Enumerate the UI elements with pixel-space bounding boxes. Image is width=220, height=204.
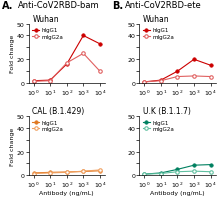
Text: Wuhan: Wuhan [143, 15, 170, 24]
Text: CAL (B.1.429): CAL (B.1.429) [32, 106, 85, 115]
Text: U.K (B.1.1.7): U.K (B.1.1.7) [143, 106, 191, 115]
Legend: hIgG1, mIgG2a: hIgG1, mIgG2a [142, 119, 175, 132]
Legend: hIgG1, mIgG2a: hIgG1, mIgG2a [31, 119, 64, 132]
Text: Wuhan: Wuhan [32, 15, 59, 24]
Text: Anti-CoV2RBD-ete: Anti-CoV2RBD-ete [125, 1, 202, 10]
Text: B.: B. [112, 1, 123, 11]
X-axis label: Antibody (ng/mL): Antibody (ng/mL) [39, 190, 94, 195]
Legend: hIgG1, mIgG2a: hIgG1, mIgG2a [31, 27, 64, 41]
Text: A.: A. [2, 1, 14, 11]
Text: Anti-CoV2RBD-bam: Anti-CoV2RBD-bam [18, 1, 99, 10]
Y-axis label: Fold change: Fold change [10, 127, 15, 165]
Legend: hIgG1, mIgG2a: hIgG1, mIgG2a [142, 27, 175, 41]
X-axis label: Antibody (ng/mL): Antibody (ng/mL) [150, 190, 205, 195]
Y-axis label: Fold change: Fold change [10, 35, 15, 73]
